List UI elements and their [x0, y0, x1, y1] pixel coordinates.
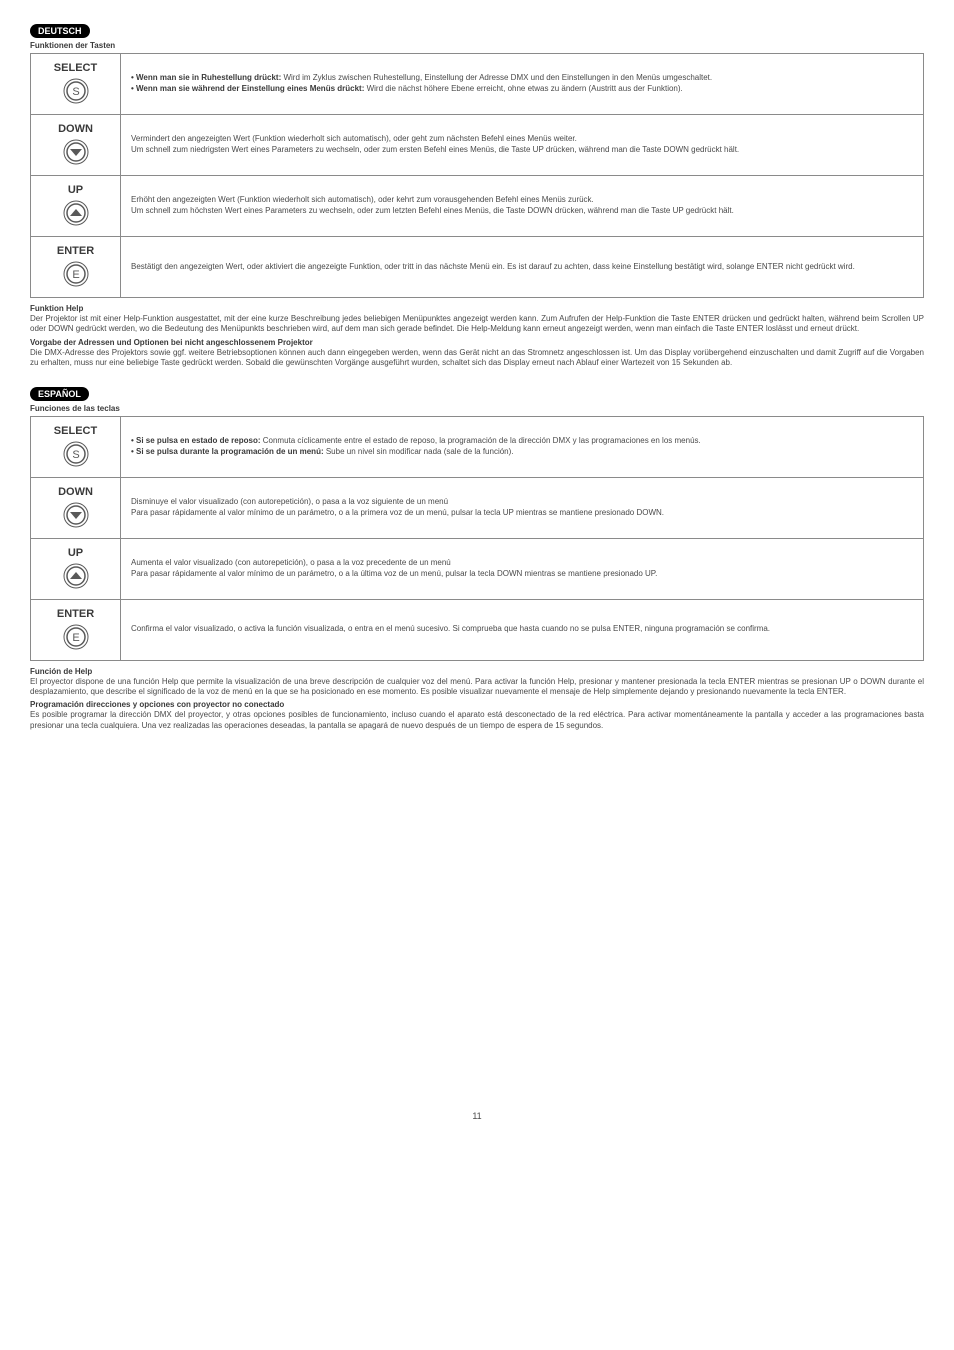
key-cell-enter: ENTER E [31, 237, 121, 298]
up-icon [63, 200, 89, 226]
table-row: DOWN Disminuye el valor visualizado (con… [31, 477, 924, 538]
key-cell-up: UP [31, 538, 121, 599]
spanish-section: ESPAÑOL Funciones de las teclas SELECT S… [30, 387, 924, 732]
bullet-bold: • Wenn man sie während der Einstellung e… [131, 84, 364, 93]
table-row: SELECT S • Si se pulsa en estado de repo… [31, 416, 924, 477]
desc-line: Um schnell zum höchsten Wert eines Param… [131, 206, 913, 217]
key-table-es: SELECT S • Si se pulsa en estado de repo… [30, 416, 924, 661]
key-label: UP [41, 547, 110, 559]
select-icon: S [63, 441, 89, 467]
help-body-de: Der Projektor ist mit einer Help-Funktio… [30, 314, 924, 335]
up-icon [63, 563, 89, 589]
select-icon: S [63, 78, 89, 104]
key-cell-up: UP [31, 176, 121, 237]
help-heading-es: Función de Help [30, 667, 924, 676]
table-row: SELECT S • Wenn man sie in Ruhestellung … [31, 54, 924, 115]
bullet-text: Wird die nächst höhere Ebene erreicht, o… [364, 84, 682, 93]
svg-text:E: E [72, 632, 79, 644]
bullet-text: Conmuta cíclicamente entre el estado de … [261, 436, 701, 445]
key-desc: • Wenn man sie in Ruhestellung drückt: W… [121, 54, 924, 115]
svg-text:E: E [72, 269, 79, 281]
key-label: SELECT [41, 62, 110, 74]
section-title-de: Funktionen der Tasten [30, 41, 924, 50]
table-row: DOWN Vermindert den angezeigten Wert (Fu… [31, 115, 924, 176]
svg-text:S: S [72, 86, 79, 98]
key-cell-select: SELECT S [31, 54, 121, 115]
desc-line: Vermindert den angezeigten Wert (Funktio… [131, 134, 913, 145]
down-icon [63, 139, 89, 165]
enter-icon: E [63, 624, 89, 650]
language-badge-es: ESPAÑOL [30, 387, 89, 401]
key-label: DOWN [41, 123, 110, 135]
desc-line: Aumenta el valor visualizado (con autore… [131, 558, 913, 569]
bullet-bold: • Wenn man sie in Ruhestellung drückt: [131, 73, 281, 82]
bullet-text: Wird im Zyklus zwischen Ruhestellung, Ei… [281, 73, 712, 82]
desc-line: Erhöht den angezeigten Wert (Funktion wi… [131, 195, 913, 206]
language-badge-de: DEUTSCH [30, 24, 90, 38]
addr-heading-es: Programación direcciones y opciones con … [30, 700, 924, 709]
help-body-es: El proyector dispone de una función Help… [30, 677, 924, 698]
key-desc: Confirma el valor visualizado, o activa … [121, 599, 924, 660]
key-desc: Bestätigt den angezeigten Wert, oder akt… [121, 237, 924, 298]
bullet-bold: • Si se pulsa durante la programación de… [131, 447, 324, 456]
desc-line: Confirma el valor visualizado, o activa … [131, 624, 913, 635]
key-label: UP [41, 184, 110, 196]
section-title-es: Funciones de las teclas [30, 404, 924, 413]
desc-line: Bestätigt den angezeigten Wert, oder akt… [131, 262, 913, 273]
svg-text:S: S [72, 449, 79, 461]
key-desc: • Si se pulsa en estado de reposo: Conmu… [121, 416, 924, 477]
bullet-text: Sube un nivel sin modificar nada (sale d… [324, 447, 514, 456]
desc-line: Um schnell zum niedrigsten Wert eines Pa… [131, 145, 913, 156]
bullet-bold: • Si se pulsa en estado de reposo: [131, 436, 261, 445]
desc-line: Para pasar rápidamente al valor mínimo d… [131, 569, 913, 580]
desc-line: Disminuye el valor visualizado (con auto… [131, 497, 913, 508]
down-icon [63, 502, 89, 528]
key-desc: Erhöht den angezeigten Wert (Funktion wi… [121, 176, 924, 237]
german-section: DEUTSCH Funktionen der Tasten SELECT S •… [30, 24, 924, 369]
key-cell-enter: ENTER E [31, 599, 121, 660]
key-label: DOWN [41, 486, 110, 498]
key-desc: Vermindert den angezeigten Wert (Funktio… [121, 115, 924, 176]
addr-heading-de: Vorgabe der Adressen und Optionen bei ni… [30, 338, 924, 347]
table-row: UP Erhöht den angezeigten Wert (Funktion… [31, 176, 924, 237]
table-row: UP Aumenta el valor visualizado (con aut… [31, 538, 924, 599]
page-number: 11 [30, 1111, 924, 1121]
key-cell-down: DOWN [31, 115, 121, 176]
desc-line: Para pasar rápidamente al valor mínimo d… [131, 508, 913, 519]
help-heading-de: Funktion Help [30, 304, 924, 313]
addr-body-de: Die DMX-Adresse des Projektors sowie ggf… [30, 348, 924, 369]
key-desc: Disminuye el valor visualizado (con auto… [121, 477, 924, 538]
addr-body-es: Es posible programar la dirección DMX de… [30, 710, 924, 731]
enter-icon: E [63, 261, 89, 287]
table-row: ENTER E Bestätigt den angezeigten Wert, … [31, 237, 924, 298]
key-label: ENTER [41, 245, 110, 257]
key-cell-down: DOWN [31, 477, 121, 538]
key-desc: Aumenta el valor visualizado (con autore… [121, 538, 924, 599]
table-row: ENTER E Confirma el valor visualizado, o… [31, 599, 924, 660]
key-label: SELECT [41, 425, 110, 437]
key-table-de: SELECT S • Wenn man sie in Ruhestellung … [30, 53, 924, 298]
key-label: ENTER [41, 608, 110, 620]
key-cell-select: SELECT S [31, 416, 121, 477]
